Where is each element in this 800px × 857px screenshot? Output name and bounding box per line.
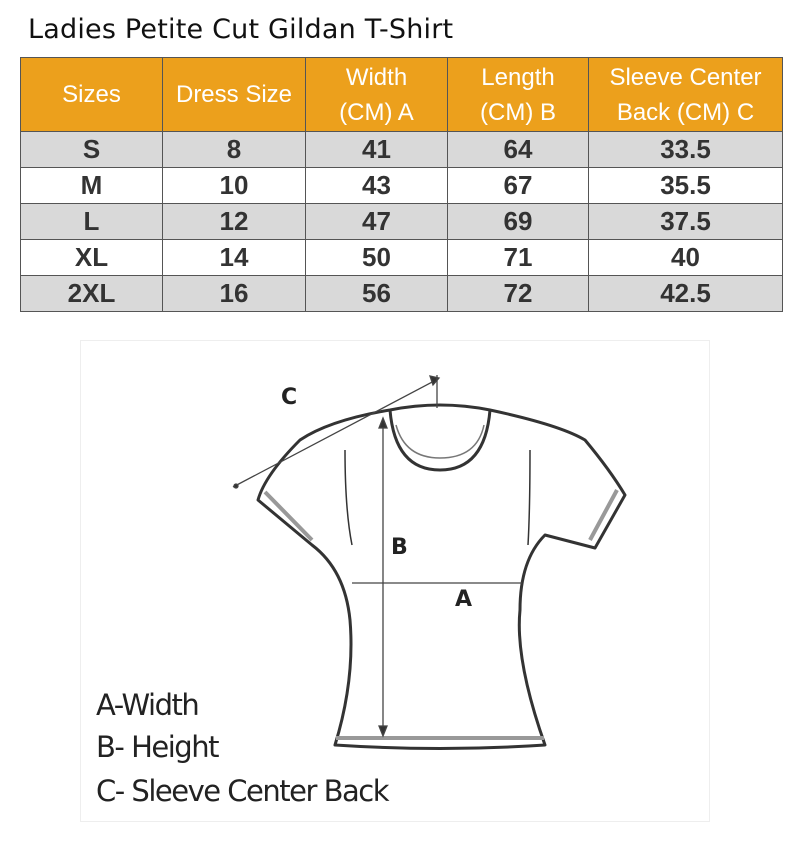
table-cell: 47 — [305, 203, 448, 240]
size-chart-table: Sizes Dress Size Width (CM) A Length (CM) … — [20, 57, 783, 312]
table-cell: 71 — [447, 239, 589, 276]
label-c: C — [281, 385, 298, 410]
label-b: B — [391, 535, 408, 560]
table-cell: 8 — [162, 131, 306, 168]
shirt-outline — [256, 403, 627, 750]
table-cell: 2XL — [20, 275, 163, 312]
table-cell: 35.5 — [588, 167, 783, 204]
table-cell: 72 — [447, 275, 589, 312]
legend-a: A-Width — [96, 688, 200, 722]
tshirt-diagram — [80, 340, 710, 822]
table-row: 2XL 16 56 72 42.5 — [20, 275, 783, 312]
c-line — [232, 379, 437, 488]
header-sleeve: Sleeve Center Back (CM) C — [588, 57, 783, 132]
label-a: A — [455, 587, 473, 612]
table-row: XL 14 50 71 40 — [20, 239, 783, 276]
header-dress-size: Dress Size — [162, 57, 306, 132]
table-cell: 37.5 — [588, 203, 783, 240]
legend-b: B- Height — [96, 730, 219, 764]
table-cell: S — [20, 131, 163, 168]
table-cell: 64 — [447, 131, 589, 168]
table-cell: 33.5 — [588, 131, 783, 168]
collar — [388, 409, 492, 472]
table-cell: 69 — [447, 203, 589, 240]
table-cell: 41 — [305, 131, 448, 168]
legend-c: C- Sleeve Center Back — [96, 774, 390, 808]
table-cell: 56 — [305, 275, 448, 312]
page-title: Ladies Petite Cut Gildan T-Shirt — [28, 14, 454, 45]
table-cell: L — [20, 203, 163, 240]
table-row: L 12 47 69 37.5 — [20, 203, 783, 240]
table-cell: 12 — [162, 203, 306, 240]
header-width: Width (CM) A — [305, 57, 448, 132]
table-header-row: Sizes Dress Size Width (CM) A Length (CM) … — [20, 57, 783, 132]
table-cell: 16 — [162, 275, 306, 312]
table-cell: 42.5 — [588, 275, 783, 312]
table-row: S 8 41 64 33.5 — [20, 131, 783, 168]
table-cell: XL — [20, 239, 163, 276]
header-sizes: Sizes — [20, 57, 163, 132]
table-cell: 14 — [162, 239, 306, 276]
